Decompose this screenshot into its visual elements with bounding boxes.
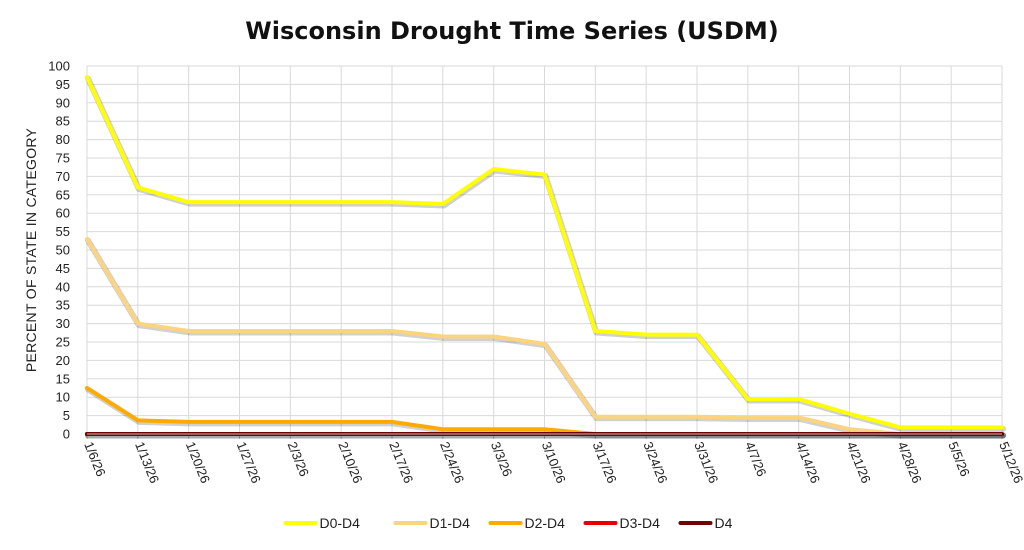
y-tick-label: 75 — [56, 151, 70, 166]
gridlines — [86, 65, 1003, 435]
y-tick-label: 25 — [56, 335, 70, 350]
y-tick-label: 65 — [56, 187, 70, 202]
y-tick-label: 15 — [56, 371, 70, 386]
y-tick-label: 10 — [56, 390, 70, 405]
y-tick-label: 50 — [56, 243, 70, 258]
legend-label: D3-D4 — [620, 515, 661, 531]
y-tick-label: 55 — [56, 224, 70, 239]
y-tick-label: 60 — [56, 206, 70, 221]
y-tick-label: 45 — [56, 261, 70, 276]
y-tick-label: 80 — [56, 132, 70, 147]
legend-item: D3-D4 — [583, 515, 661, 531]
legend-item: D0-D4 — [283, 515, 361, 531]
legend-item: D4 — [678, 515, 733, 531]
y-tick-label: 0 — [63, 427, 70, 442]
chart-title: Wisconsin Drought Time Series (USDM) — [245, 17, 778, 45]
y-axis-ticks: 0 5 10 15 20 25 30 35 40 45 50 55 60 65 70 75 80 85 90 95 10… — [48, 59, 70, 442]
y-tick-label: 85 — [56, 114, 70, 129]
y-tick-label: 70 — [56, 169, 70, 184]
y-axis-label: PERCENT OF STATE IN CATEGORY — [23, 127, 39, 372]
y-tick-label: 5 — [63, 408, 70, 423]
legend-label: D4 — [715, 515, 733, 531]
y-tick-label: 100 — [48, 59, 70, 74]
y-tick-label: 40 — [56, 279, 70, 294]
legend: D0-D4 D1-D4 D2-D4 D3-D4 D4 — [283, 515, 733, 531]
legend-item: D1-D4 — [393, 515, 471, 531]
y-tick-label: 30 — [56, 316, 70, 331]
y-tick-label: 35 — [56, 298, 70, 313]
y-tick-label: 90 — [56, 95, 70, 110]
legend-label: D0-D4 — [320, 515, 361, 531]
series-line-d1-d4 — [85, 236, 1004, 436]
legend-label: D1-D4 — [430, 515, 471, 531]
series-line-d0-d4 — [85, 75, 1004, 430]
y-tick-label: 20 — [56, 353, 70, 368]
y-tick-label: 95 — [56, 77, 70, 92]
legend-label: D2-D4 — [525, 515, 566, 531]
legend-item: D2-D4 — [488, 515, 566, 531]
